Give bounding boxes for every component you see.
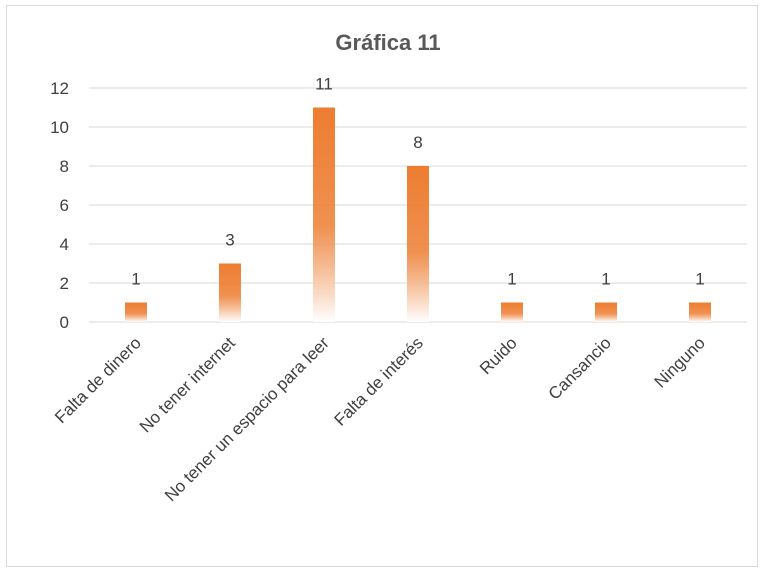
x-tick-label: Ninguno [651, 333, 709, 391]
bar-7 [689, 302, 711, 322]
x-tick-label: Falta de dinero [51, 333, 145, 427]
data-label: 3 [225, 231, 234, 250]
y-tick-label: 8 [60, 157, 69, 176]
chart-title: Gráfica 11 [335, 30, 440, 55]
y-tick-label: 2 [60, 274, 69, 293]
bars [125, 107, 711, 322]
x-tick-label: Falta de interés [331, 333, 427, 429]
data-label: 8 [413, 133, 422, 152]
data-label: 1 [507, 270, 516, 289]
y-tick-label: 4 [60, 235, 69, 254]
bar-2 [219, 263, 241, 322]
bar-4 [407, 166, 429, 322]
y-tick-label: 12 [50, 79, 69, 98]
bar-1 [125, 302, 147, 322]
x-tick-label: No tener internet [136, 333, 239, 436]
bar-6 [595, 302, 617, 322]
chart-area: Gráfica 11 0 2 4 6 8 10 12 1 3 11 8 1 1 1 Falta de d… [6, 5, 758, 567]
data-label: 1 [601, 270, 610, 289]
y-tick-label: 6 [60, 196, 69, 215]
data-label: 11 [315, 75, 333, 94]
bar-5 [501, 302, 523, 322]
x-tick-label: No tener un espacio para leer [161, 333, 333, 505]
y-tick-label: 0 [60, 313, 69, 332]
data-label: 1 [131, 270, 140, 289]
y-axis: 0 2 4 6 8 10 12 [50, 79, 69, 332]
x-tick-label: Ruido [476, 333, 521, 378]
bar-3 [313, 107, 335, 322]
x-tick-label: Cansancio [545, 333, 615, 403]
data-label: 1 [695, 270, 704, 289]
y-tick-label: 10 [50, 118, 69, 137]
